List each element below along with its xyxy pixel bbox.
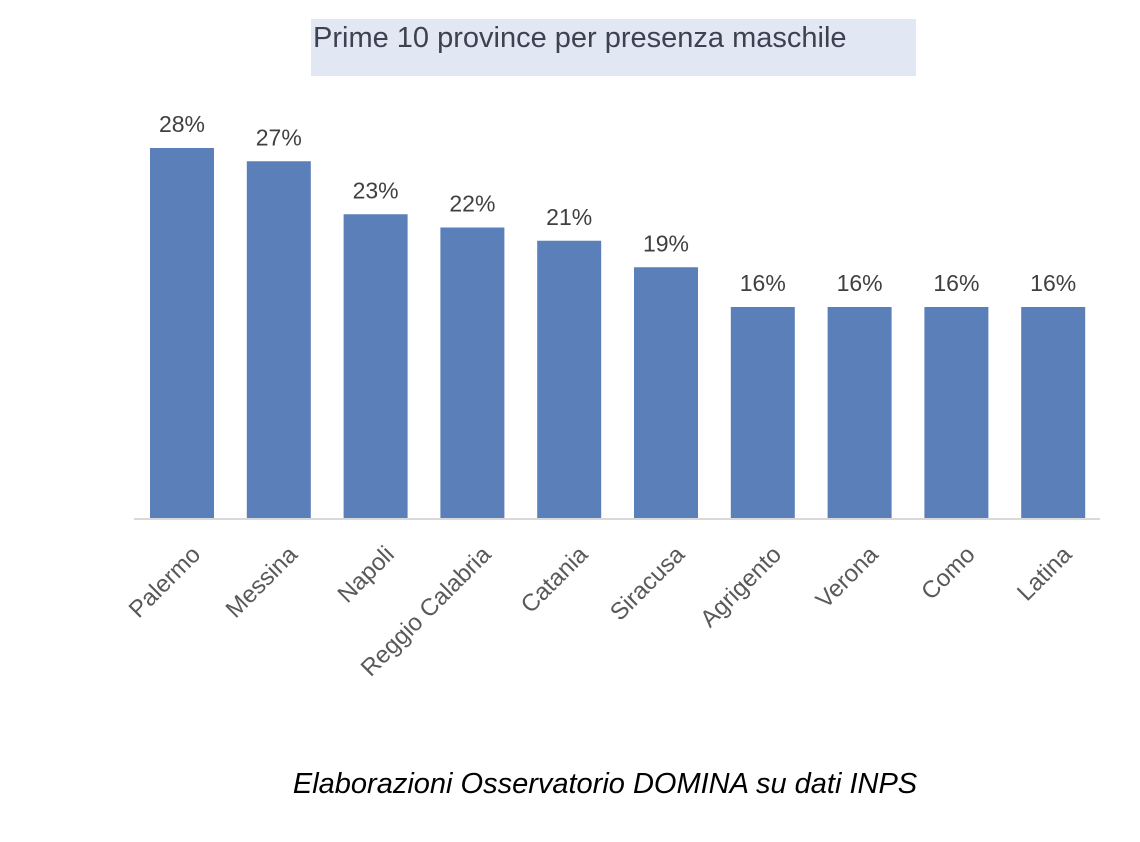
category-label: Messina bbox=[221, 541, 304, 624]
value-label: 16% bbox=[933, 270, 979, 296]
chart-title-box bbox=[311, 19, 916, 76]
bar-reggio-calabria bbox=[440, 227, 505, 519]
bar-agrigento bbox=[730, 307, 795, 519]
value-label: 19% bbox=[643, 230, 689, 256]
value-label: 23% bbox=[353, 177, 399, 203]
value-label: 28% bbox=[159, 111, 205, 137]
category-label: Agrigento bbox=[695, 541, 787, 633]
source-note: Elaborazioni Osservatorio DOMINA su dati… bbox=[292, 768, 918, 800]
category-label: Palermo bbox=[124, 541, 206, 623]
category-label: Verona bbox=[811, 541, 884, 614]
value-label: 22% bbox=[449, 191, 495, 217]
bar-catania bbox=[537, 240, 602, 519]
value-label: 16% bbox=[1030, 270, 1076, 296]
value-label: 21% bbox=[546, 204, 592, 230]
category-label: Napoli bbox=[333, 541, 400, 608]
bar-latina bbox=[1021, 307, 1086, 519]
bar-verona bbox=[827, 307, 892, 519]
value-label: 27% bbox=[256, 124, 302, 150]
bar-como bbox=[924, 307, 989, 519]
bar-messina bbox=[246, 161, 311, 519]
chart-title: Prime 10 province per presenza maschile bbox=[313, 22, 847, 54]
value-label: 16% bbox=[740, 270, 786, 296]
category-label: Latina bbox=[1012, 541, 1078, 607]
bar-palermo bbox=[150, 148, 214, 519]
bar-siracusa bbox=[634, 267, 698, 519]
category-label: Como bbox=[916, 541, 980, 605]
bar-napoli bbox=[343, 214, 408, 519]
category-label: Siracusa bbox=[605, 541, 691, 627]
value-label: 16% bbox=[837, 270, 883, 296]
category-label: Catania bbox=[516, 541, 594, 619]
